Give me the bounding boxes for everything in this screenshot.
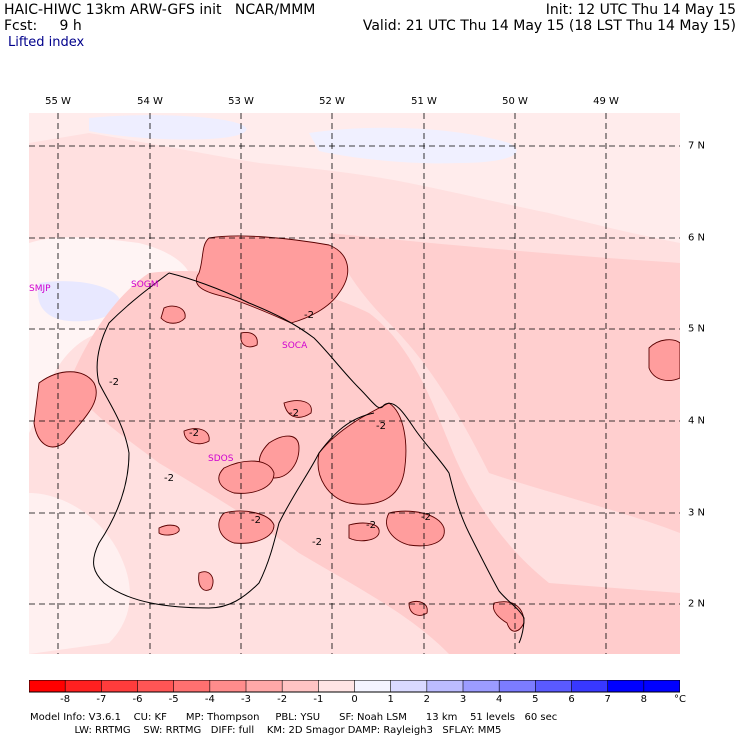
colorbar-tick-label: 4 — [495, 694, 503, 705]
contour-label: -2 — [164, 473, 174, 484]
contour-label: -2 — [366, 520, 376, 531]
contour-region-15 — [283, 400, 312, 418]
colorbar-cell — [318, 680, 356, 693]
station-soca: SOCA — [282, 341, 308, 351]
pale-region-north — [29, 113, 680, 243]
contour-region-12 — [648, 339, 680, 381]
lat-label-5n: 5 N — [688, 323, 706, 335]
colorbar-tick-label: 3 — [459, 694, 467, 705]
colorbar-cell — [498, 680, 537, 693]
colorbar-cell — [607, 680, 645, 693]
contour-region-1 — [196, 235, 349, 324]
lat-label-6n: 6 N — [688, 232, 706, 244]
colorbar-cell — [101, 680, 139, 693]
colorbar-tick-label: 1 — [387, 694, 394, 705]
lat-label-7n: 7 N — [688, 140, 706, 152]
colorbar-cell — [390, 680, 428, 693]
colorbar-tick-label: -7 — [96, 694, 107, 705]
colorbar-cell — [64, 680, 103, 693]
blue-patch-north — [89, 115, 247, 140]
colorbar-cell — [462, 680, 500, 693]
model-info-line1: Model Info: V3.6.1 CU: KF MP: Thompson P… — [30, 712, 558, 723]
colorbar-cell — [137, 680, 175, 693]
colorbar-cell — [426, 680, 464, 693]
valid-time: Valid: 21 UTC Thu 14 May 15 (18 LST Thu … — [362, 18, 736, 34]
contour-region-11 — [492, 601, 525, 632]
colorbar-tick-label: -6 — [132, 694, 143, 705]
contour-label: -2 — [304, 310, 314, 321]
lon-label-53w: 53 W — [228, 96, 254, 107]
lon-label-55w: 55 W — [45, 96, 71, 107]
pink-region-east — [329, 233, 680, 533]
colorbar-cell — [173, 680, 211, 693]
model-info-line2: LW: RRTMG SW: RRTMG DIFF: full KM: 2D Sm… — [30, 725, 502, 736]
coastline — [168, 272, 525, 644]
colorbar-tick-label: -1 — [313, 694, 324, 705]
contour-region-14 — [240, 332, 258, 348]
contour-region-17 — [408, 601, 428, 616]
init-time: Init: 12 UTC Thu 14 May 15 — [545, 2, 736, 18]
colorbar-tick-label: -3 — [241, 694, 251, 705]
contour-region-5 — [218, 460, 275, 494]
contour-region-13 — [160, 305, 186, 324]
colorbar-tick-label: 8 — [640, 694, 648, 705]
colorbar-cell — [354, 680, 392, 693]
colorbar-tick-label: 2 — [423, 694, 431, 705]
forecast-hour: Fcst: 9 h — [4, 18, 82, 34]
border-guyana-suriname — [93, 272, 375, 609]
colorbar-cell — [281, 680, 320, 693]
colorbar-cell — [245, 680, 283, 693]
colorbar — [29, 680, 680, 693]
station-sdos: SDOS — [208, 454, 234, 464]
lon-label-52w: 52 W — [319, 96, 345, 107]
colorbar-cell — [29, 680, 66, 693]
station-sogm: SOGM — [131, 280, 159, 290]
contour-region-9 — [158, 524, 180, 536]
lon-label-49w: 49 W — [593, 96, 619, 107]
station-smjp: SMJP — [29, 284, 51, 294]
contour-region-16 — [183, 428, 210, 445]
colorbar-tick-label: -2 — [277, 694, 288, 705]
model-title: HAIC-HIWC 13km ARW-GFS init NCAR/MMM — [4, 2, 316, 18]
blue-patch-northeast — [309, 127, 517, 164]
colorbar-cell — [571, 680, 609, 693]
contour-label: -2 — [376, 421, 386, 432]
contour-label: -2 — [109, 377, 119, 388]
contour-region-10 — [198, 571, 214, 591]
lifted-index-map: -2 -2 -2 -2 -2 -2 -2 -2 -2 -2 — [29, 113, 680, 654]
contour-label: -2 — [289, 408, 299, 419]
lat-label-4n: 4 N — [688, 415, 706, 427]
lon-label-50w: 50 W — [502, 96, 528, 107]
colorbar-tick-label: 6 — [568, 694, 575, 705]
colorbar-cell — [209, 680, 247, 693]
contour-region-7 — [386, 510, 445, 547]
colorbar-tick-label: 0 — [351, 694, 358, 705]
colorbar-tick-label: 5 — [532, 694, 539, 705]
colorbar-tick-label: -4 — [204, 694, 215, 705]
lat-label-2n: 2 N — [688, 598, 706, 610]
colorbar-tick-label: -5 — [168, 694, 179, 705]
field-name: Lifted index — [8, 35, 85, 50]
colorbar-unit: °C — [674, 694, 686, 705]
contour-region-2 — [33, 371, 97, 448]
lon-label-54w: 54 W — [137, 96, 163, 107]
contour-label: -2 — [189, 428, 199, 439]
colorbar-tick-label: -8 — [60, 694, 71, 705]
colorbar-cell — [535, 680, 573, 693]
blue-patch-west — [37, 281, 120, 322]
colorbar-tick-label: 7 — [604, 694, 611, 705]
contour-label: -2 — [312, 537, 322, 548]
contour-region-8 — [348, 522, 380, 542]
contour-label: -2 — [421, 512, 431, 523]
lon-label-51w: 51 W — [411, 96, 437, 107]
lat-label-3n: 3 N — [688, 507, 706, 519]
colorbar-cell — [643, 680, 680, 693]
contour-label: -2 — [251, 515, 261, 526]
